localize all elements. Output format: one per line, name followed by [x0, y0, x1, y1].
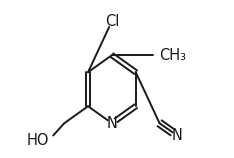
Text: N: N [106, 116, 117, 131]
Text: N: N [171, 128, 182, 143]
Text: HO: HO [26, 133, 49, 148]
Text: CH₃: CH₃ [160, 48, 186, 63]
Text: Cl: Cl [105, 14, 119, 29]
